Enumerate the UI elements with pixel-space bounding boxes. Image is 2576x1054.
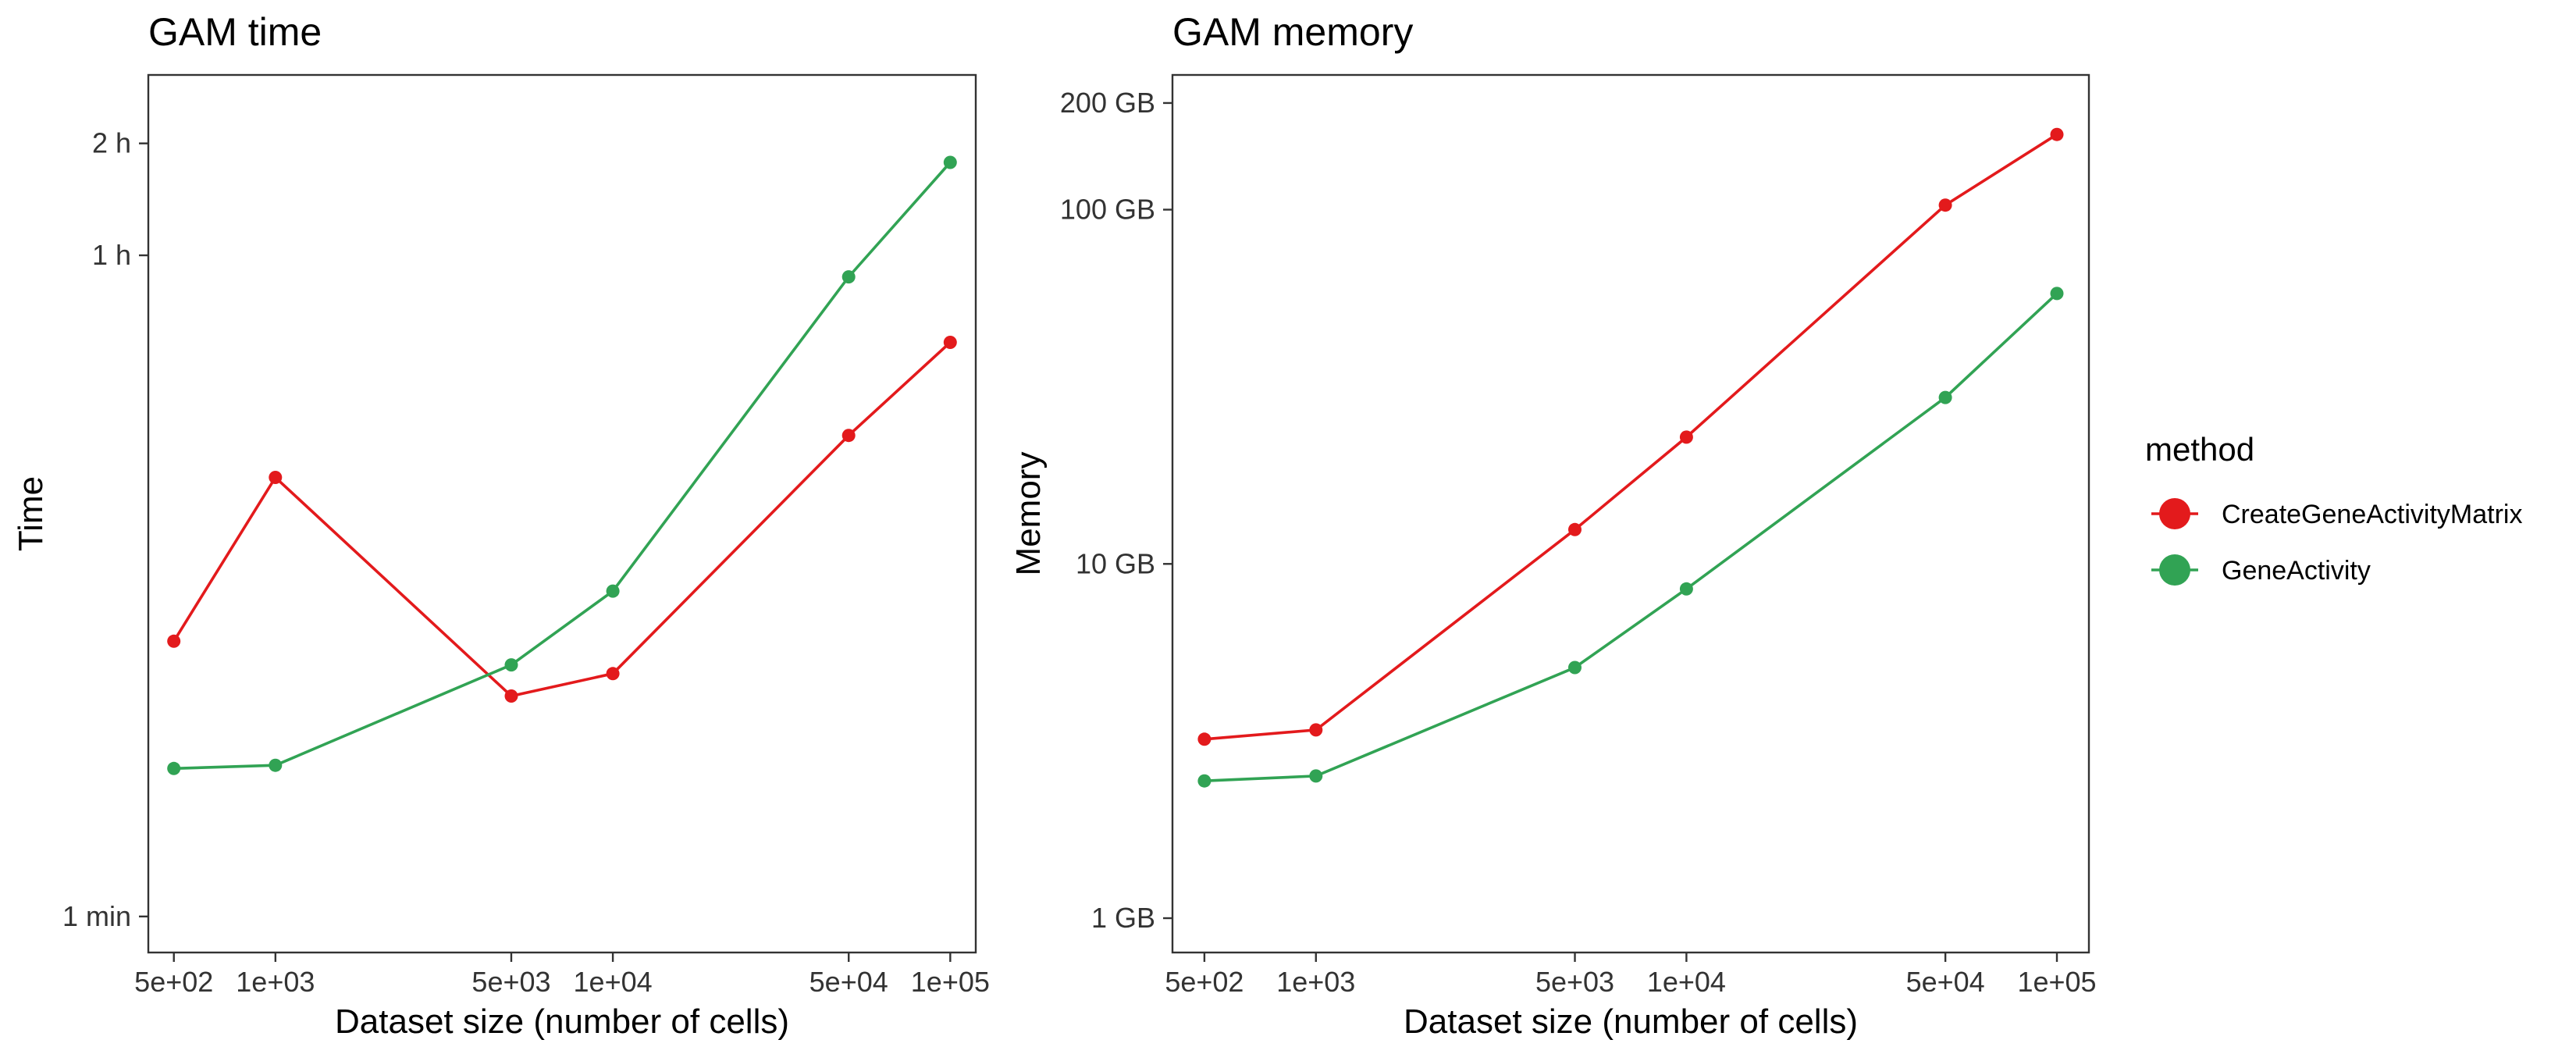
data-point-geneactivity: [1679, 582, 1693, 596]
y-tick-label: 2 h: [92, 127, 131, 159]
x-axis-memory: 5e+02 1e+03 5e+03 1e+04 5e+04 1e+05: [1165, 953, 2097, 998]
x-tick-label: 5e+04: [1906, 966, 1985, 998]
panel-border-time: [147, 73, 977, 954]
x-tick-label: 1e+05: [911, 966, 990, 998]
series-line-geneactivity: [173, 161, 952, 771]
legend-label: CreateGeneActivityMatrix: [2222, 500, 2522, 529]
data-point-geneactivity: [2050, 287, 2064, 301]
y-tick-label: 200 GB: [1060, 87, 1155, 119]
data-point-geneactivity: [841, 270, 856, 284]
series-group-memory: [1197, 127, 2064, 788]
data-point-geneactivity: [1309, 769, 1323, 783]
x-axis-time: 5e+02 1e+03 5e+03 1e+04 5e+04 1e+05: [134, 953, 990, 998]
legend-label: GeneActivity: [2222, 556, 2371, 586]
x-tick-label: 5e+02: [134, 966, 213, 998]
data-point-creategeneactivitymatrix: [841, 429, 856, 443]
data-point-creategeneactivitymatrix: [1197, 732, 1212, 746]
y-tick-label: 1 h: [92, 239, 131, 271]
y-tick-label: 10 GB: [1076, 547, 1155, 579]
y-axis-time: 1 min 1 h 2 h: [62, 127, 148, 932]
x-tick-label: 1e+04: [574, 966, 653, 998]
y-axis-title-time: Time: [12, 476, 50, 551]
series-line-creategeneactivitymatrix: [173, 341, 952, 698]
panel-gam-time: GAM time 5e+02 1e+03 5e+03 1e+04 5e+04 1e+05 …: [12, 10, 990, 1041]
series-group-time: [167, 155, 957, 775]
series-line-creategeneactivitymatrix: [1204, 133, 2058, 741]
data-point-geneactivity: [1568, 661, 1582, 675]
x-tick-label: 5e+04: [809, 966, 888, 998]
x-axis-title-memory: Dataset size (number of cells): [1404, 1002, 1858, 1041]
series-line-geneactivity: [1204, 292, 2058, 782]
y-axis-title-memory: Memory: [1009, 452, 1048, 576]
data-point-creategeneactivitymatrix: [1938, 198, 1952, 212]
data-point-geneactivity: [943, 155, 957, 169]
data-point-creategeneactivitymatrix: [1309, 723, 1323, 737]
y-tick-label: 1 min: [62, 900, 131, 932]
data-point-creategeneactivitymatrix: [504, 689, 518, 703]
x-tick-label: 1e+05: [2017, 966, 2096, 998]
y-axis-memory: 1 GB 10 GB 100 GB 200 GB: [1060, 87, 1172, 934]
chart-title-memory: GAM memory: [1172, 10, 1413, 54]
data-point-geneactivity: [167, 761, 181, 775]
data-point-creategeneactivitymatrix: [167, 634, 181, 648]
legend-item-create-gene-activity-matrix: CreateGeneActivityMatrix: [2151, 498, 2522, 529]
data-point-geneactivity: [606, 584, 620, 598]
x-axis-title-time: Dataset size (number of cells): [335, 1002, 789, 1041]
data-point-creategeneactivitymatrix: [2050, 127, 2064, 141]
legend: method CreateGeneActivityMatrix GeneActi…: [2145, 431, 2522, 586]
data-point-geneactivity: [504, 658, 518, 672]
data-point-creategeneactivitymatrix: [1568, 522, 1582, 536]
panel-gam-memory: GAM memory 5e+02 1e+03 5e+03 1e+04 5e+04 1e+0…: [1009, 10, 2097, 1041]
panel-border-memory: [1171, 73, 2090, 954]
legend-item-gene-activity: GeneActivity: [2151, 554, 2371, 586]
y-tick-label: 1 GB: [1091, 902, 1155, 934]
x-tick-label: 5e+02: [1165, 966, 1244, 998]
data-point-geneactivity: [1197, 774, 1212, 788]
data-point-geneactivity: [269, 758, 283, 772]
chart-title-time: GAM time: [148, 10, 322, 54]
data-point-creategeneactivitymatrix: [1679, 430, 1693, 444]
x-tick-label: 1e+03: [1276, 966, 1355, 998]
legend-key-point: [2159, 498, 2190, 529]
data-point-creategeneactivitymatrix: [606, 667, 620, 681]
x-tick-label: 5e+03: [1535, 966, 1614, 998]
legend-key-point: [2159, 554, 2190, 586]
data-point-creategeneactivitymatrix: [943, 336, 957, 349]
x-tick-label: 1e+03: [236, 966, 315, 998]
x-tick-label: 5e+03: [471, 966, 550, 998]
y-tick-label: 100 GB: [1060, 194, 1155, 226]
data-point-creategeneactivitymatrix: [269, 471, 283, 484]
x-tick-label: 1e+04: [1647, 966, 1726, 998]
legend-title: method: [2145, 431, 2254, 468]
data-point-geneactivity: [1938, 390, 1952, 404]
